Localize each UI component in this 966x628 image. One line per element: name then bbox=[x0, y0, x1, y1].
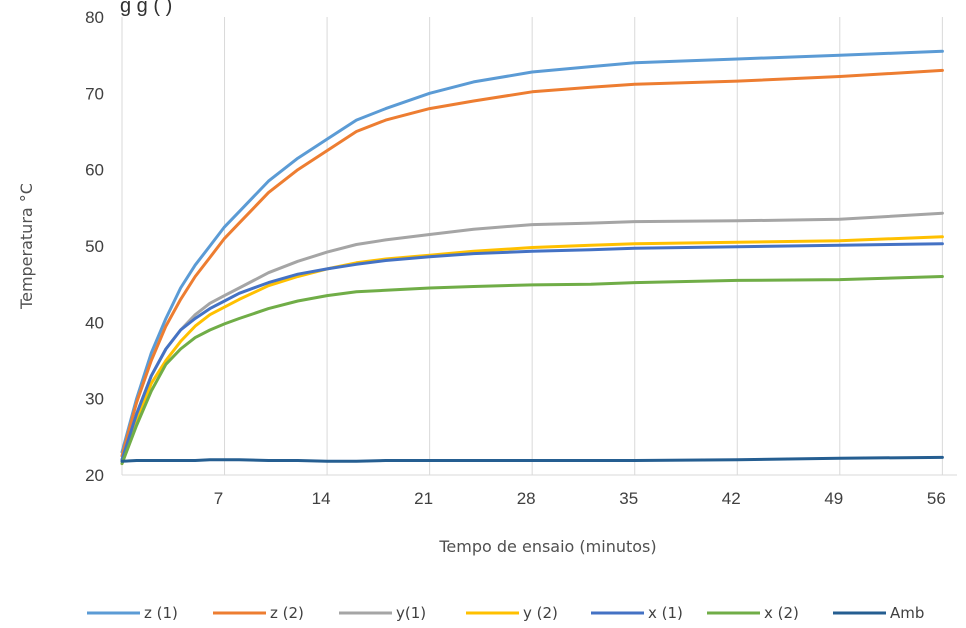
chart-title-fragment: g g ( ) bbox=[120, 0, 172, 17]
series-line-z-2 bbox=[120, 68, 944, 458]
series-line-x-1 bbox=[120, 242, 944, 462]
y-tick-label: 20 bbox=[85, 466, 104, 485]
y-tick-label: 70 bbox=[85, 84, 104, 103]
y-axis-title: Temperatura °C bbox=[17, 183, 36, 310]
x-tick-label: 42 bbox=[722, 489, 741, 508]
y-tick-label: 30 bbox=[85, 390, 104, 409]
legend-label: z (1) bbox=[144, 604, 178, 622]
series-layer bbox=[120, 49, 944, 466]
series-line-amb bbox=[120, 455, 944, 463]
legend-label: y(1) bbox=[396, 604, 426, 622]
tick-label-layer: 20 30 40 50 60 70 80 7 14 21 28 35 42 49 56 bbox=[85, 8, 946, 508]
y-tick-label: 60 bbox=[85, 161, 104, 180]
legend-label: y (2) bbox=[523, 604, 558, 622]
y-tick-label: 80 bbox=[85, 8, 104, 27]
legend-label: Amb bbox=[890, 604, 924, 622]
legend-label: x (2) bbox=[764, 604, 799, 622]
x-tick-label: 28 bbox=[517, 489, 536, 508]
legend: z (1) z (2) y(1) y (2) x (1) x (2) Amb bbox=[87, 604, 924, 622]
series-line-z-1 bbox=[120, 49, 944, 454]
x-tick-label: 7 bbox=[214, 489, 223, 508]
legend-label: z (2) bbox=[270, 604, 304, 622]
x-tick-label: 14 bbox=[312, 489, 331, 508]
y-tick-label: 40 bbox=[85, 313, 104, 332]
x-tick-label: 56 bbox=[927, 489, 946, 508]
legend-label: x (1) bbox=[648, 604, 683, 622]
series-line-x-2 bbox=[120, 275, 944, 466]
x-tick-label: 21 bbox=[414, 489, 433, 508]
x-tick-label: 35 bbox=[619, 489, 638, 508]
y-tick-label: 50 bbox=[85, 237, 104, 256]
x-axis-title: Tempo de ensaio (minutos) bbox=[438, 537, 656, 556]
x-tick-label: 49 bbox=[824, 489, 843, 508]
